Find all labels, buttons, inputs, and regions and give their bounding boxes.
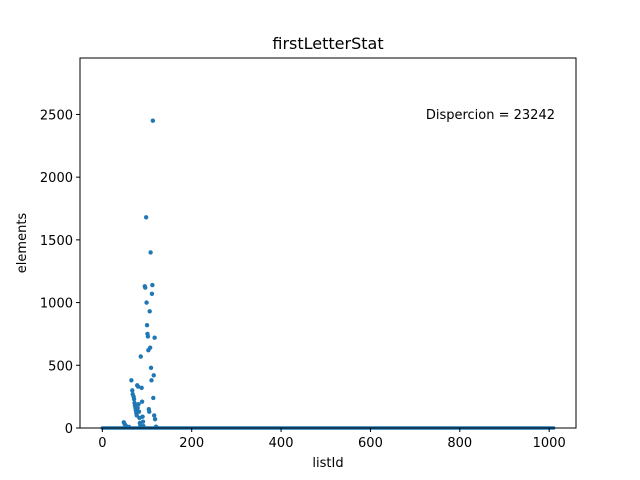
scatter-point bbox=[136, 401, 141, 407]
scatter-point bbox=[136, 409, 142, 414]
y-axis-title: elements bbox=[15, 213, 30, 274]
x-tick-label: 200 bbox=[179, 436, 204, 451]
scatter-point bbox=[150, 282, 155, 288]
scatter-point bbox=[143, 285, 148, 290]
scatter-point bbox=[140, 419, 146, 424]
dispersion-annotation: Dispercion = 23242 bbox=[426, 108, 555, 123]
scatter-point bbox=[154, 425, 160, 430]
scatter-point bbox=[151, 395, 156, 401]
scatter-point bbox=[126, 424, 132, 430]
scatter-point bbox=[131, 396, 137, 402]
y-tick-label: 1500 bbox=[40, 234, 73, 249]
scatter-point bbox=[152, 417, 158, 422]
x-tick-label: 0 bbox=[98, 436, 106, 451]
scatter-point bbox=[147, 309, 152, 314]
x-axis: 0 200 400 600 800 1000 bbox=[98, 428, 566, 451]
x-tick-label: 1000 bbox=[533, 436, 566, 451]
scatter-point bbox=[148, 250, 153, 255]
scatter-point bbox=[143, 215, 149, 220]
scatter-point bbox=[129, 378, 134, 383]
scatter-point bbox=[139, 385, 144, 391]
chart-title: firstLetterStat bbox=[272, 34, 383, 53]
x-axis-title: listId bbox=[312, 456, 343, 471]
scatter-point bbox=[138, 354, 143, 359]
y-tick-label: 500 bbox=[48, 359, 73, 374]
scatter-point bbox=[145, 334, 151, 339]
plot-frame bbox=[79, 57, 577, 429]
scatter-point bbox=[151, 413, 157, 418]
y-tick-label: 1000 bbox=[40, 297, 73, 312]
scatter-point bbox=[141, 423, 146, 429]
scatter-point bbox=[152, 335, 157, 340]
scatter-point bbox=[149, 378, 154, 383]
x-tick-label: 800 bbox=[447, 436, 472, 451]
scatter-point bbox=[148, 365, 154, 370]
scatter-point bbox=[139, 399, 145, 404]
scatter-point bbox=[144, 300, 149, 305]
x-tick-label: 600 bbox=[358, 436, 383, 451]
scatter-point bbox=[144, 322, 150, 328]
scatter-point bbox=[151, 373, 156, 378]
y-tick-label: 0 bbox=[65, 422, 73, 437]
x-tick-label: 400 bbox=[269, 436, 294, 451]
scatter-point bbox=[147, 345, 153, 350]
scatter-point bbox=[135, 384, 141, 389]
scatter-point bbox=[149, 291, 155, 296]
scatter-point bbox=[130, 388, 135, 393]
scatter-point bbox=[150, 118, 156, 123]
y-tick-label: 2000 bbox=[40, 171, 73, 186]
scatter-point bbox=[147, 409, 152, 414]
scatter-point bbox=[140, 414, 145, 419]
scatter-point bbox=[135, 405, 140, 411]
y-axis: 0 500 1000 1500 2000 2500 bbox=[40, 108, 80, 437]
y-tick-label: 2500 bbox=[40, 108, 73, 123]
